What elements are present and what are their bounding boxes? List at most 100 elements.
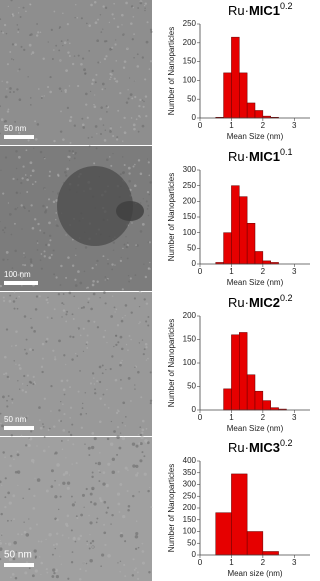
texture <box>102 255 105 258</box>
texture <box>34 120 37 123</box>
bar <box>239 196 248 265</box>
y-axis-title: Number of Nanoparticles <box>167 464 176 552</box>
texture <box>7 5 10 8</box>
x-tick-label: 1 <box>229 413 234 422</box>
texture <box>115 138 119 141</box>
texture <box>19 271 23 275</box>
texture <box>5 81 9 84</box>
texture <box>94 94 96 96</box>
texture <box>146 21 149 24</box>
texture <box>99 452 101 454</box>
texture <box>146 207 149 210</box>
texture <box>117 409 119 411</box>
texture <box>131 442 136 446</box>
texture <box>119 570 121 573</box>
texture <box>73 55 76 57</box>
texture <box>150 30 153 34</box>
texture <box>136 571 139 574</box>
texture <box>73 157 76 160</box>
texture <box>109 48 112 51</box>
texture <box>14 121 16 123</box>
texture <box>21 389 24 392</box>
texture <box>14 43 17 46</box>
texture <box>139 1 143 5</box>
texture <box>145 346 148 349</box>
texture <box>124 575 127 578</box>
texture <box>106 342 108 344</box>
texture <box>17 31 20 34</box>
texture <box>71 313 74 316</box>
texture <box>28 209 31 213</box>
texture <box>126 489 129 493</box>
texture <box>26 374 29 377</box>
texture <box>6 110 10 113</box>
texture <box>2 296 5 299</box>
texture <box>94 21 98 25</box>
texture <box>111 355 114 358</box>
texture <box>139 98 142 101</box>
bar <box>231 185 240 265</box>
texture <box>105 368 107 371</box>
texture <box>127 89 129 91</box>
texture <box>47 198 51 201</box>
bar <box>231 473 248 556</box>
texture <box>22 497 24 500</box>
texture <box>30 458 35 463</box>
texture <box>83 68 86 72</box>
texture <box>43 231 46 235</box>
texture <box>15 330 18 333</box>
texture <box>121 316 124 319</box>
texture <box>99 499 103 503</box>
texture <box>0 169 2 171</box>
texture <box>7 395 10 397</box>
texture <box>132 6 135 9</box>
x-axis-title: Mean Size (nm) <box>227 132 284 141</box>
texture <box>133 184 137 188</box>
texture <box>65 234 67 236</box>
texture <box>94 125 98 128</box>
texture <box>99 297 101 299</box>
texture <box>74 284 78 287</box>
texture <box>133 568 136 571</box>
texture <box>44 157 46 160</box>
texture <box>39 426 43 430</box>
texture <box>90 307 93 311</box>
x-tick-label: 0 <box>198 558 203 567</box>
texture <box>138 491 140 493</box>
texture <box>17 533 20 536</box>
texture <box>15 191 19 195</box>
texture <box>26 178 29 182</box>
texture <box>12 494 16 498</box>
texture <box>145 302 149 305</box>
texture <box>28 567 31 570</box>
texture <box>139 426 142 429</box>
texture <box>91 486 95 491</box>
texture <box>148 174 151 177</box>
texture <box>103 291 106 294</box>
texture <box>75 352 77 355</box>
texture <box>54 358 57 361</box>
y-tick-label: 50 <box>187 382 196 391</box>
texture <box>49 239 52 242</box>
texture <box>137 159 141 162</box>
texture <box>78 577 82 581</box>
texture <box>89 90 92 92</box>
texture <box>39 31 42 34</box>
texture <box>85 413 88 415</box>
texture <box>40 562 43 564</box>
texture <box>13 518 16 521</box>
texture <box>25 149 28 152</box>
texture <box>69 433 73 437</box>
texture <box>0 105 1 108</box>
texture <box>16 470 21 474</box>
texture <box>58 483 61 486</box>
texture <box>123 131 127 135</box>
texture <box>101 88 104 91</box>
texture <box>59 495 62 498</box>
texture <box>4 542 7 545</box>
texture <box>91 475 94 479</box>
texture <box>82 327 85 330</box>
texture <box>58 26 62 29</box>
histogram-chart: Ru·MIC20.2 0 50 100 150 200 0 1 2 3 Mean Size (nm)… <box>167 293 310 433</box>
texture <box>109 78 111 81</box>
